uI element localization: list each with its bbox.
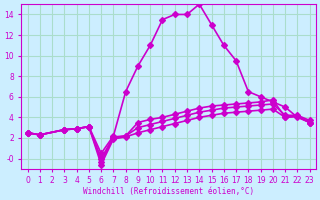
X-axis label: Windchill (Refroidissement éolien,°C): Windchill (Refroidissement éolien,°C)	[83, 187, 254, 196]
